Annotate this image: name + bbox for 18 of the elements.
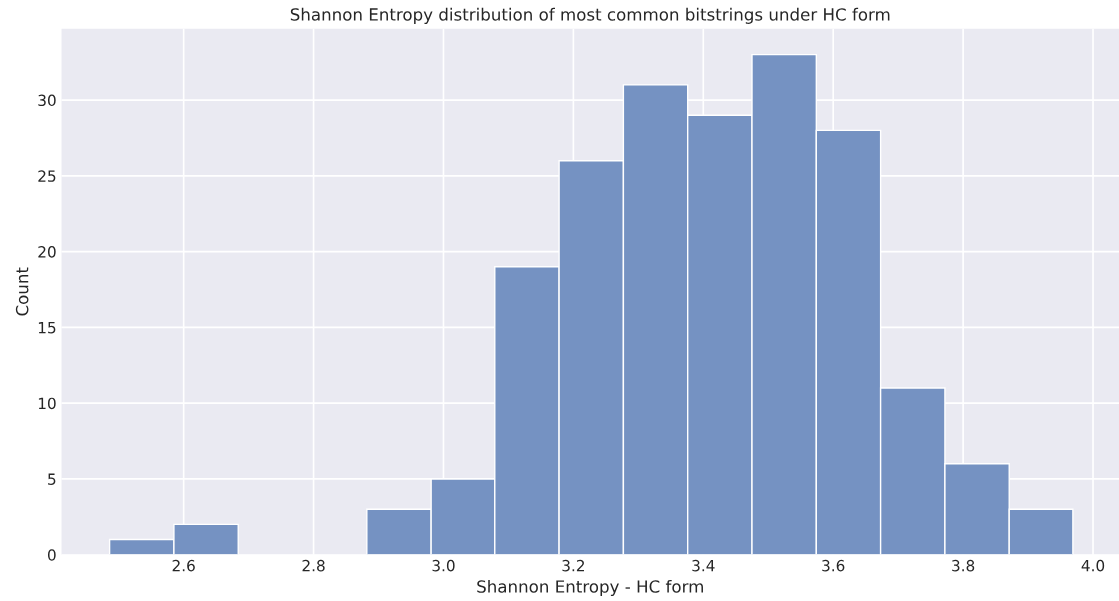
x-tick-label: 4.0 xyxy=(1081,559,1105,572)
x-tick-label: 3.4 xyxy=(692,559,715,572)
y-tick-label: 0 xyxy=(47,549,56,561)
y-tick-label: 15 xyxy=(38,322,56,334)
y-tick-label: 25 xyxy=(38,170,56,182)
y-tick-label: 30 xyxy=(38,94,56,107)
x-tick-label: 3.6 xyxy=(822,559,845,572)
x-tick-label: 3.0 xyxy=(432,559,455,572)
y-axis-title: Count xyxy=(15,267,29,316)
y-tick-label: 10 xyxy=(38,397,56,410)
y-tick-label: 20 xyxy=(38,246,56,258)
x-tick-label: 2.6 xyxy=(172,559,195,572)
chart-title: Shannon Entropy distribution of most common bitstrings under HC form xyxy=(290,7,890,24)
x-tick-label: 3.8 xyxy=(952,559,975,572)
x-axis-title: Shannon Entropy - HC form xyxy=(477,579,703,597)
x-tick-label: 3.2 xyxy=(562,559,584,572)
y-tick-label: 5 xyxy=(48,473,56,485)
x-tick-label: 2.8 xyxy=(302,559,325,572)
